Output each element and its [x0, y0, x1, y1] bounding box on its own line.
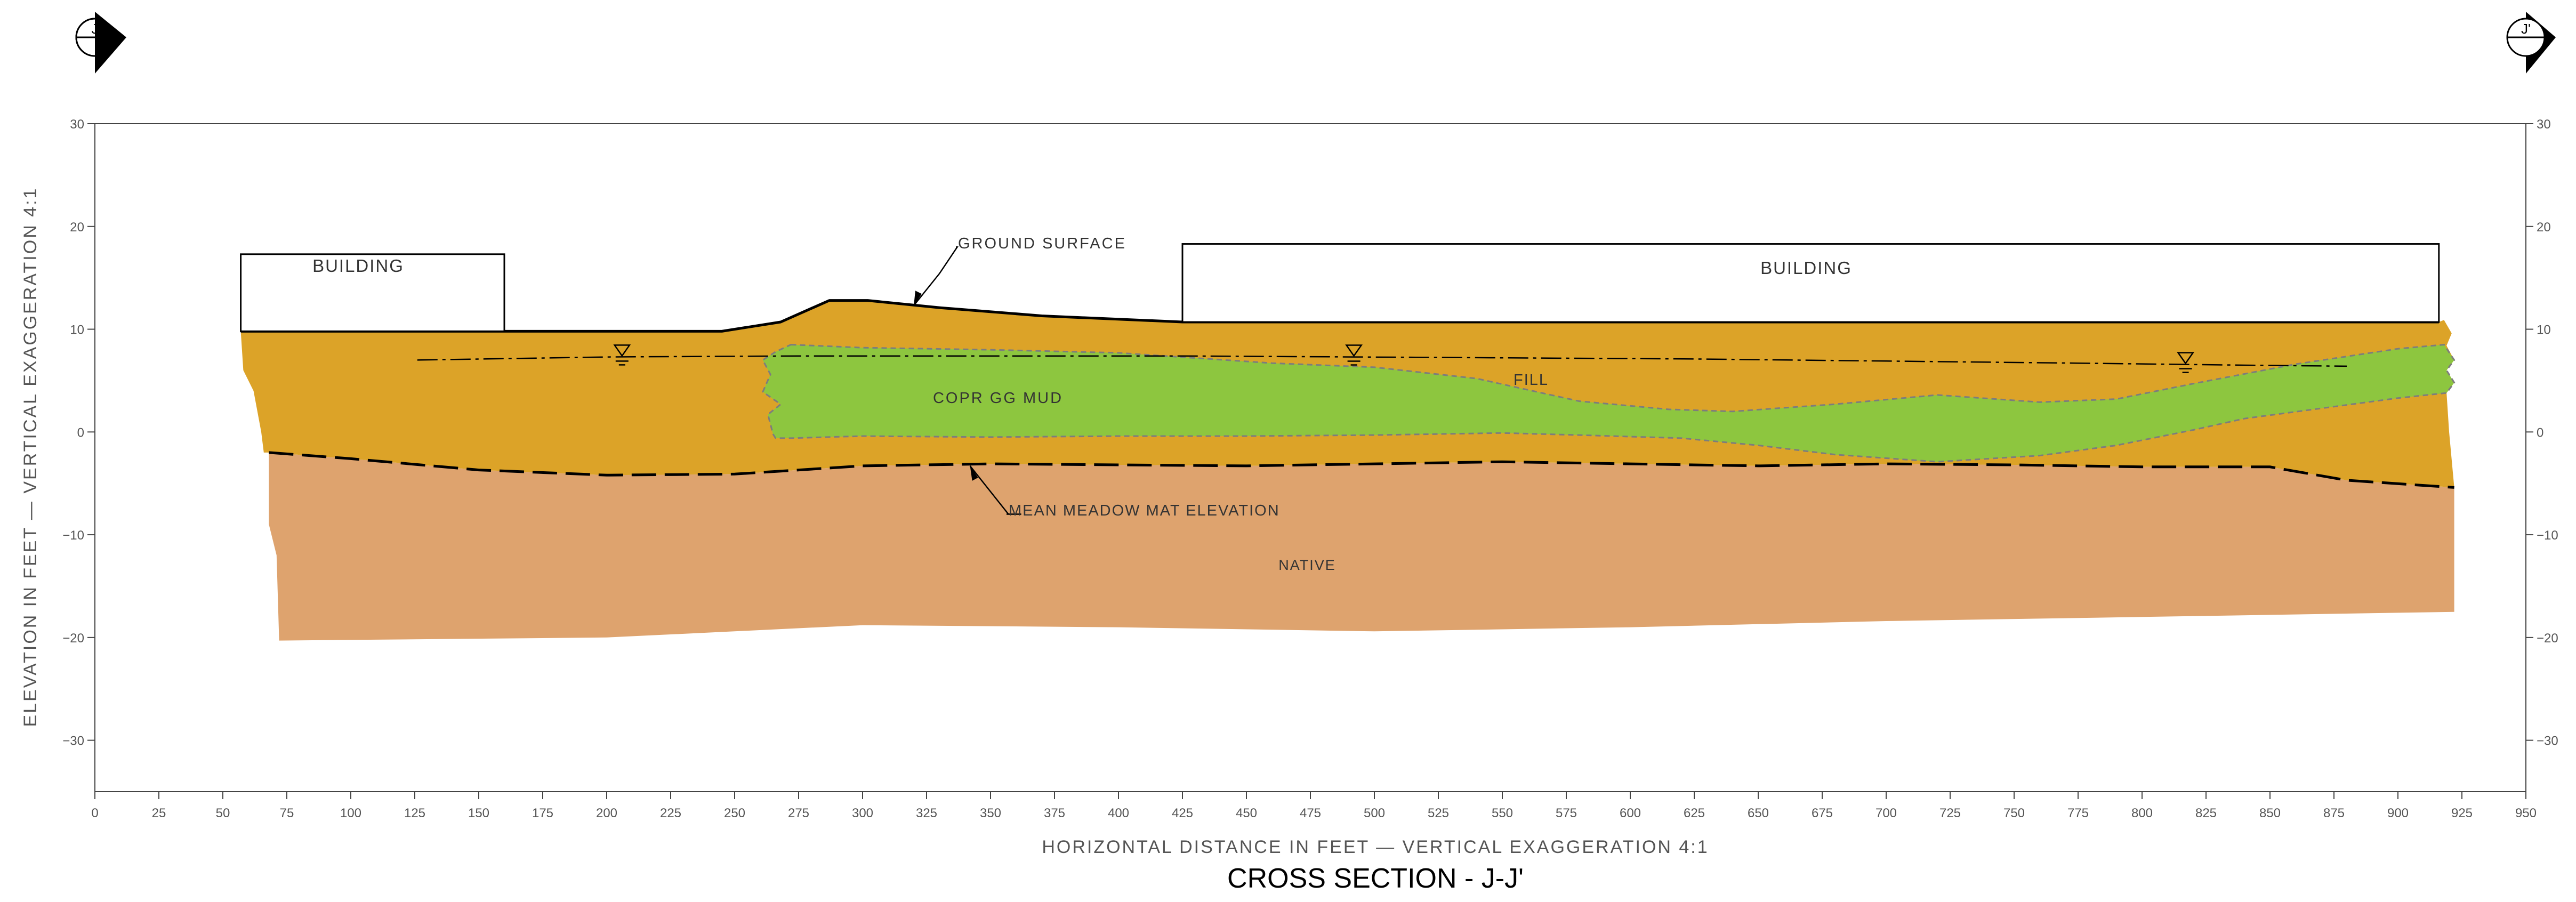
- x-tick-label: 50: [216, 806, 230, 820]
- y-axis-title: ELEVATION IN FEET — VERTICAL EXAGGERATIO…: [20, 187, 41, 727]
- x-tick-label: 675: [1812, 806, 1833, 820]
- native-layer: [269, 452, 2454, 641]
- ground-surface-arrow: [914, 291, 922, 306]
- x-tick-label: 75: [280, 806, 294, 820]
- x-tick-label: 750: [2003, 806, 2025, 820]
- meadow-mat-line: [269, 451, 2454, 489]
- y-tick-label-left: −30: [62, 734, 84, 748]
- water-table-line: [417, 355, 2347, 367]
- x-tick-label: 175: [532, 806, 553, 820]
- x-tick-label: 825: [2195, 806, 2217, 820]
- building-2: [1181, 243, 2440, 323]
- x-tick-label: 875: [2323, 806, 2345, 820]
- meadow-mat-label: MEAN MEADOW MAT ELEVATION: [1009, 502, 1280, 519]
- y-tick-label-right: −10: [2537, 528, 2558, 543]
- ground-surface-line: [240, 299, 2439, 333]
- x-tick-label: 325: [916, 806, 937, 820]
- y-tick-label-right: −30: [2537, 734, 2558, 748]
- x-tick-label: 775: [2067, 806, 2089, 820]
- x-tick-label: 475: [1300, 806, 1321, 820]
- mud-label: COPR GG MUD: [933, 390, 1063, 407]
- x-tick-label: 625: [1684, 806, 1705, 820]
- native-label: NATIVE: [1278, 557, 1336, 573]
- x-tick-label: 275: [788, 806, 809, 820]
- section-marker-left: J: [75, 12, 126, 74]
- labels: BUILDING BUILDING FILL COPR GG MUD NATIV…: [20, 187, 1852, 894]
- x-tick-label: 300: [852, 806, 873, 820]
- y-tick-label-left: 10: [70, 323, 84, 337]
- x-tick-label: 100: [340, 806, 361, 820]
- x-tick-label: 25: [152, 806, 166, 820]
- x-tick-label: 0: [91, 806, 98, 820]
- y-tick-label-left: −10: [62, 528, 84, 543]
- y-tick-label-right: 20: [2537, 220, 2551, 235]
- x-tick-label: 125: [404, 806, 425, 820]
- x-tick-label: 925: [2451, 806, 2473, 820]
- figure-title: CROSS SECTION - J-J': [1227, 863, 1524, 894]
- section-marker-left-label: J: [92, 21, 99, 37]
- building-1-label: BUILDING: [312, 256, 404, 276]
- x-tick-label: 575: [1556, 806, 1577, 820]
- y-tick-label-right: 0: [2537, 425, 2543, 440]
- building-1: [240, 253, 505, 332]
- section-markers: J J': [75, 12, 2556, 74]
- y-tick-label-left: −20: [62, 631, 84, 646]
- meadow-mat-arrow: [970, 465, 978, 481]
- mud-layer: [761, 343, 2456, 463]
- x-tick-label: 800: [2131, 806, 2153, 820]
- section-marker-right-label: J': [2521, 21, 2531, 37]
- x-tick-label: 950: [2515, 806, 2537, 820]
- x-tick-label: 700: [1875, 806, 1897, 820]
- section-marker-right: J': [2506, 12, 2556, 74]
- y-tick-label-right: 30: [2537, 117, 2551, 132]
- x-tick-label: 600: [1620, 806, 1641, 820]
- geologic-layers: [240, 300, 2456, 641]
- ground-surface-label: GROUND SURFACE: [958, 235, 1126, 252]
- y-tick-label-left: 20: [70, 220, 84, 235]
- x-axis-title: HORIZONTAL DISTANCE IN FEET — VERTICAL E…: [1042, 837, 1709, 857]
- building-2-label: BUILDING: [1760, 258, 1852, 278]
- x-tick-label: 200: [596, 806, 617, 820]
- x-tick-label: 350: [980, 806, 1001, 820]
- ground-surface-leader: [913, 246, 959, 306]
- x-tick-label: 150: [468, 806, 489, 820]
- water-level-symbol: [613, 344, 631, 357]
- x-tick-label: 425: [1172, 806, 1193, 820]
- x-tick-label: 900: [2387, 806, 2409, 820]
- y-tick-label-left: 0: [77, 425, 84, 440]
- y-tick-label-left: 30: [70, 117, 84, 132]
- profile-lines: [240, 243, 2454, 515]
- water-level-symbol: [1345, 344, 1363, 357]
- water-level-symbol: [2177, 352, 2195, 365]
- x-tick-label: 400: [1108, 806, 1129, 820]
- y-tick-label-right: −20: [2537, 631, 2558, 646]
- x-tick-label: 450: [1236, 806, 1257, 820]
- x-tick-label: 225: [660, 806, 681, 820]
- y-tick-label-right: 10: [2537, 323, 2551, 337]
- x-tick-label: 550: [1492, 806, 1513, 820]
- meadow-mat-leader: [969, 465, 1021, 515]
- x-tick-label: 650: [1748, 806, 1769, 820]
- x-tick-label: 850: [2259, 806, 2281, 820]
- x-tick-label: 375: [1044, 806, 1065, 820]
- x-tick-label: 525: [1428, 806, 1449, 820]
- x-tick-label: 500: [1364, 806, 1385, 820]
- fill-label: FILL: [1514, 372, 1549, 389]
- x-tick-label: 250: [724, 806, 745, 820]
- axis-ticks: 0 25 50 75 100 125 150 175 200 225 250 275 300 325 350…: [62, 117, 2558, 820]
- x-tick-label: 725: [1939, 806, 1961, 820]
